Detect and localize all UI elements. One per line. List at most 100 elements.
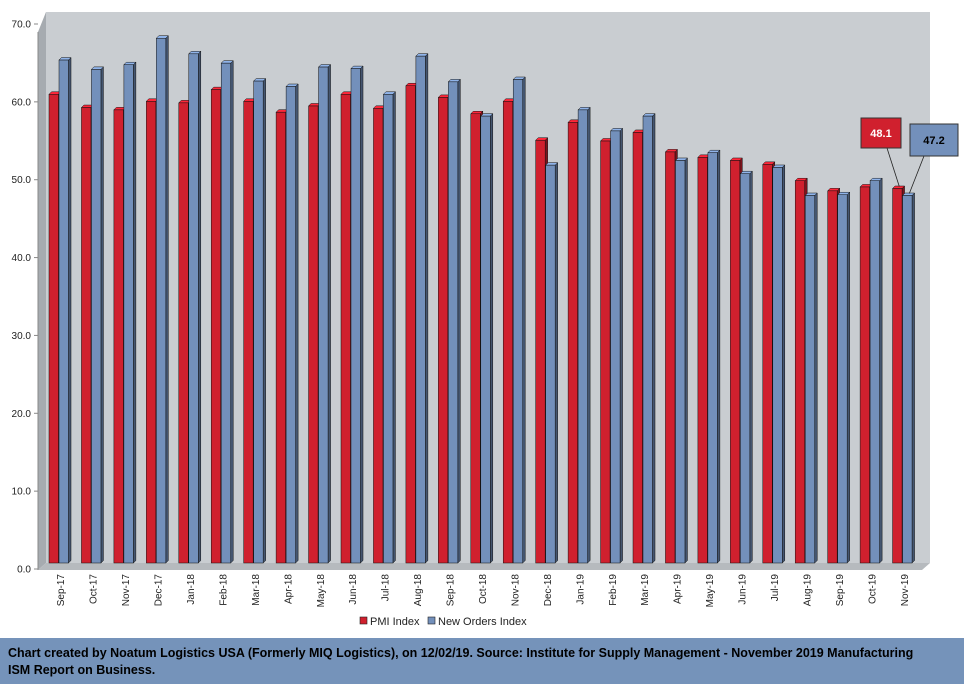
bar-new-orders (123, 61, 137, 564)
bar-top (869, 177, 883, 181)
bar-front (804, 195, 815, 564)
bar-top (794, 177, 808, 181)
bar-top (58, 57, 72, 61)
bar-front (91, 69, 102, 564)
bar-side (360, 65, 364, 564)
bar-top (447, 79, 461, 83)
bar-new-orders (901, 192, 916, 564)
bar-front (545, 164, 556, 564)
bar-front (243, 101, 254, 564)
bar-front (438, 97, 449, 564)
bar-front (665, 151, 676, 564)
bar-new-orders (869, 177, 883, 564)
bar-front (859, 186, 870, 564)
bar-top (772, 164, 786, 168)
bar-top (188, 51, 202, 55)
bar-side (68, 56, 72, 564)
x-tick-label: Jan-19 (575, 574, 586, 605)
callout-leader (908, 155, 925, 194)
bar-front (448, 81, 459, 564)
x-tick-label: Mar-18 (251, 574, 262, 606)
bar-front (567, 122, 578, 564)
bar-top (707, 149, 721, 153)
x-axis: Sep-17 Oct-17 Nov-17 Dec-17 Jan-18 Feb-18 Mar-… (56, 574, 911, 608)
bar-new-orders (155, 35, 169, 564)
bar-new-orders (317, 63, 332, 564)
x-tick-label: May-19 (705, 574, 716, 608)
bar-front (146, 101, 157, 564)
bar-front (285, 86, 296, 564)
x-tick-label: Sep-17 (56, 574, 67, 607)
source-note-line-1: Chart created by Noatum Logistics USA (F… (8, 646, 914, 660)
bar-top (837, 191, 851, 195)
x-tick-label: Jun-18 (348, 574, 359, 605)
bar-side (425, 53, 429, 564)
bar-top (827, 188, 841, 192)
bar-new-orders (382, 91, 397, 564)
bar-top (382, 91, 397, 95)
bar-front (577, 109, 588, 564)
bar-side (782, 164, 786, 564)
bar-front (308, 105, 319, 564)
bar-side (198, 50, 202, 564)
bar-front (869, 180, 880, 564)
bar-top (90, 66, 105, 70)
x-tick-label: Sep-19 (835, 574, 846, 607)
bar-front (642, 115, 653, 564)
legend: PMI Index New Orders Index (359, 616, 527, 628)
bar-side (911, 192, 915, 564)
bar-front (373, 108, 384, 564)
callout-label: 48.1 (870, 128, 891, 140)
bar-side (652, 112, 656, 564)
chart-source-note: Chart created by Noatum Logistics USA (F… (0, 638, 964, 684)
bar-new-orders (674, 157, 689, 564)
bar-new-orders (285, 83, 299, 564)
bar-side (262, 77, 266, 564)
bar-side (392, 91, 396, 564)
x-tick-label: Apr-18 (283, 574, 294, 604)
chart-floor (38, 563, 930, 570)
bar-front (123, 64, 134, 564)
bars-group (48, 35, 916, 564)
chart-side-wall (38, 12, 46, 570)
bar-top (285, 83, 299, 87)
bar-front (827, 190, 838, 564)
bar-new-orders (188, 50, 202, 564)
bar-front (707, 152, 718, 564)
bar-front (632, 132, 643, 564)
callout-box (860, 117, 902, 149)
bar-top (123, 61, 137, 65)
legend-label-new-orders: New Orders Index (438, 616, 527, 628)
x-tick-label: Dec-17 (154, 574, 165, 607)
y-tick-label: 20.0 (12, 409, 32, 420)
x-tick-label: Jul-19 (770, 574, 781, 602)
y-tick-label: 10.0 (12, 487, 32, 498)
bar-new-orders (772, 164, 786, 564)
x-tick-label: Oct-17 (89, 574, 100, 604)
bar-side (100, 66, 104, 564)
bar-top (609, 128, 624, 132)
bar-front (697, 157, 708, 564)
x-tick-label: Nov-18 (510, 574, 521, 607)
bar-top (804, 192, 818, 196)
bar-front (415, 55, 426, 564)
bar-new-orders (739, 170, 753, 564)
y-axis: 0.0 10.0 20.0 30.0 40.0 50.0 60.0 70.0 (12, 20, 38, 576)
bar-front (535, 139, 546, 564)
y-tick-label: 60.0 (12, 97, 32, 108)
bar-top (674, 157, 689, 161)
bar-new-orders (90, 66, 105, 564)
bar-front (178, 102, 189, 564)
x-tick-label: Oct-19 (867, 574, 878, 604)
bar-front (405, 85, 416, 564)
x-tick-label: Oct-18 (478, 574, 489, 604)
bar-front (48, 94, 59, 564)
legend-swatch-new-orders (427, 616, 436, 625)
bar-new-orders (837, 191, 851, 564)
bar-new-orders (804, 192, 818, 564)
x-tick-label: Mar-19 (640, 574, 651, 606)
bar-front (188, 53, 199, 564)
callout-box (909, 123, 959, 157)
bar-front (730, 160, 741, 564)
callout-new-orders: 47.2 (908, 123, 959, 194)
